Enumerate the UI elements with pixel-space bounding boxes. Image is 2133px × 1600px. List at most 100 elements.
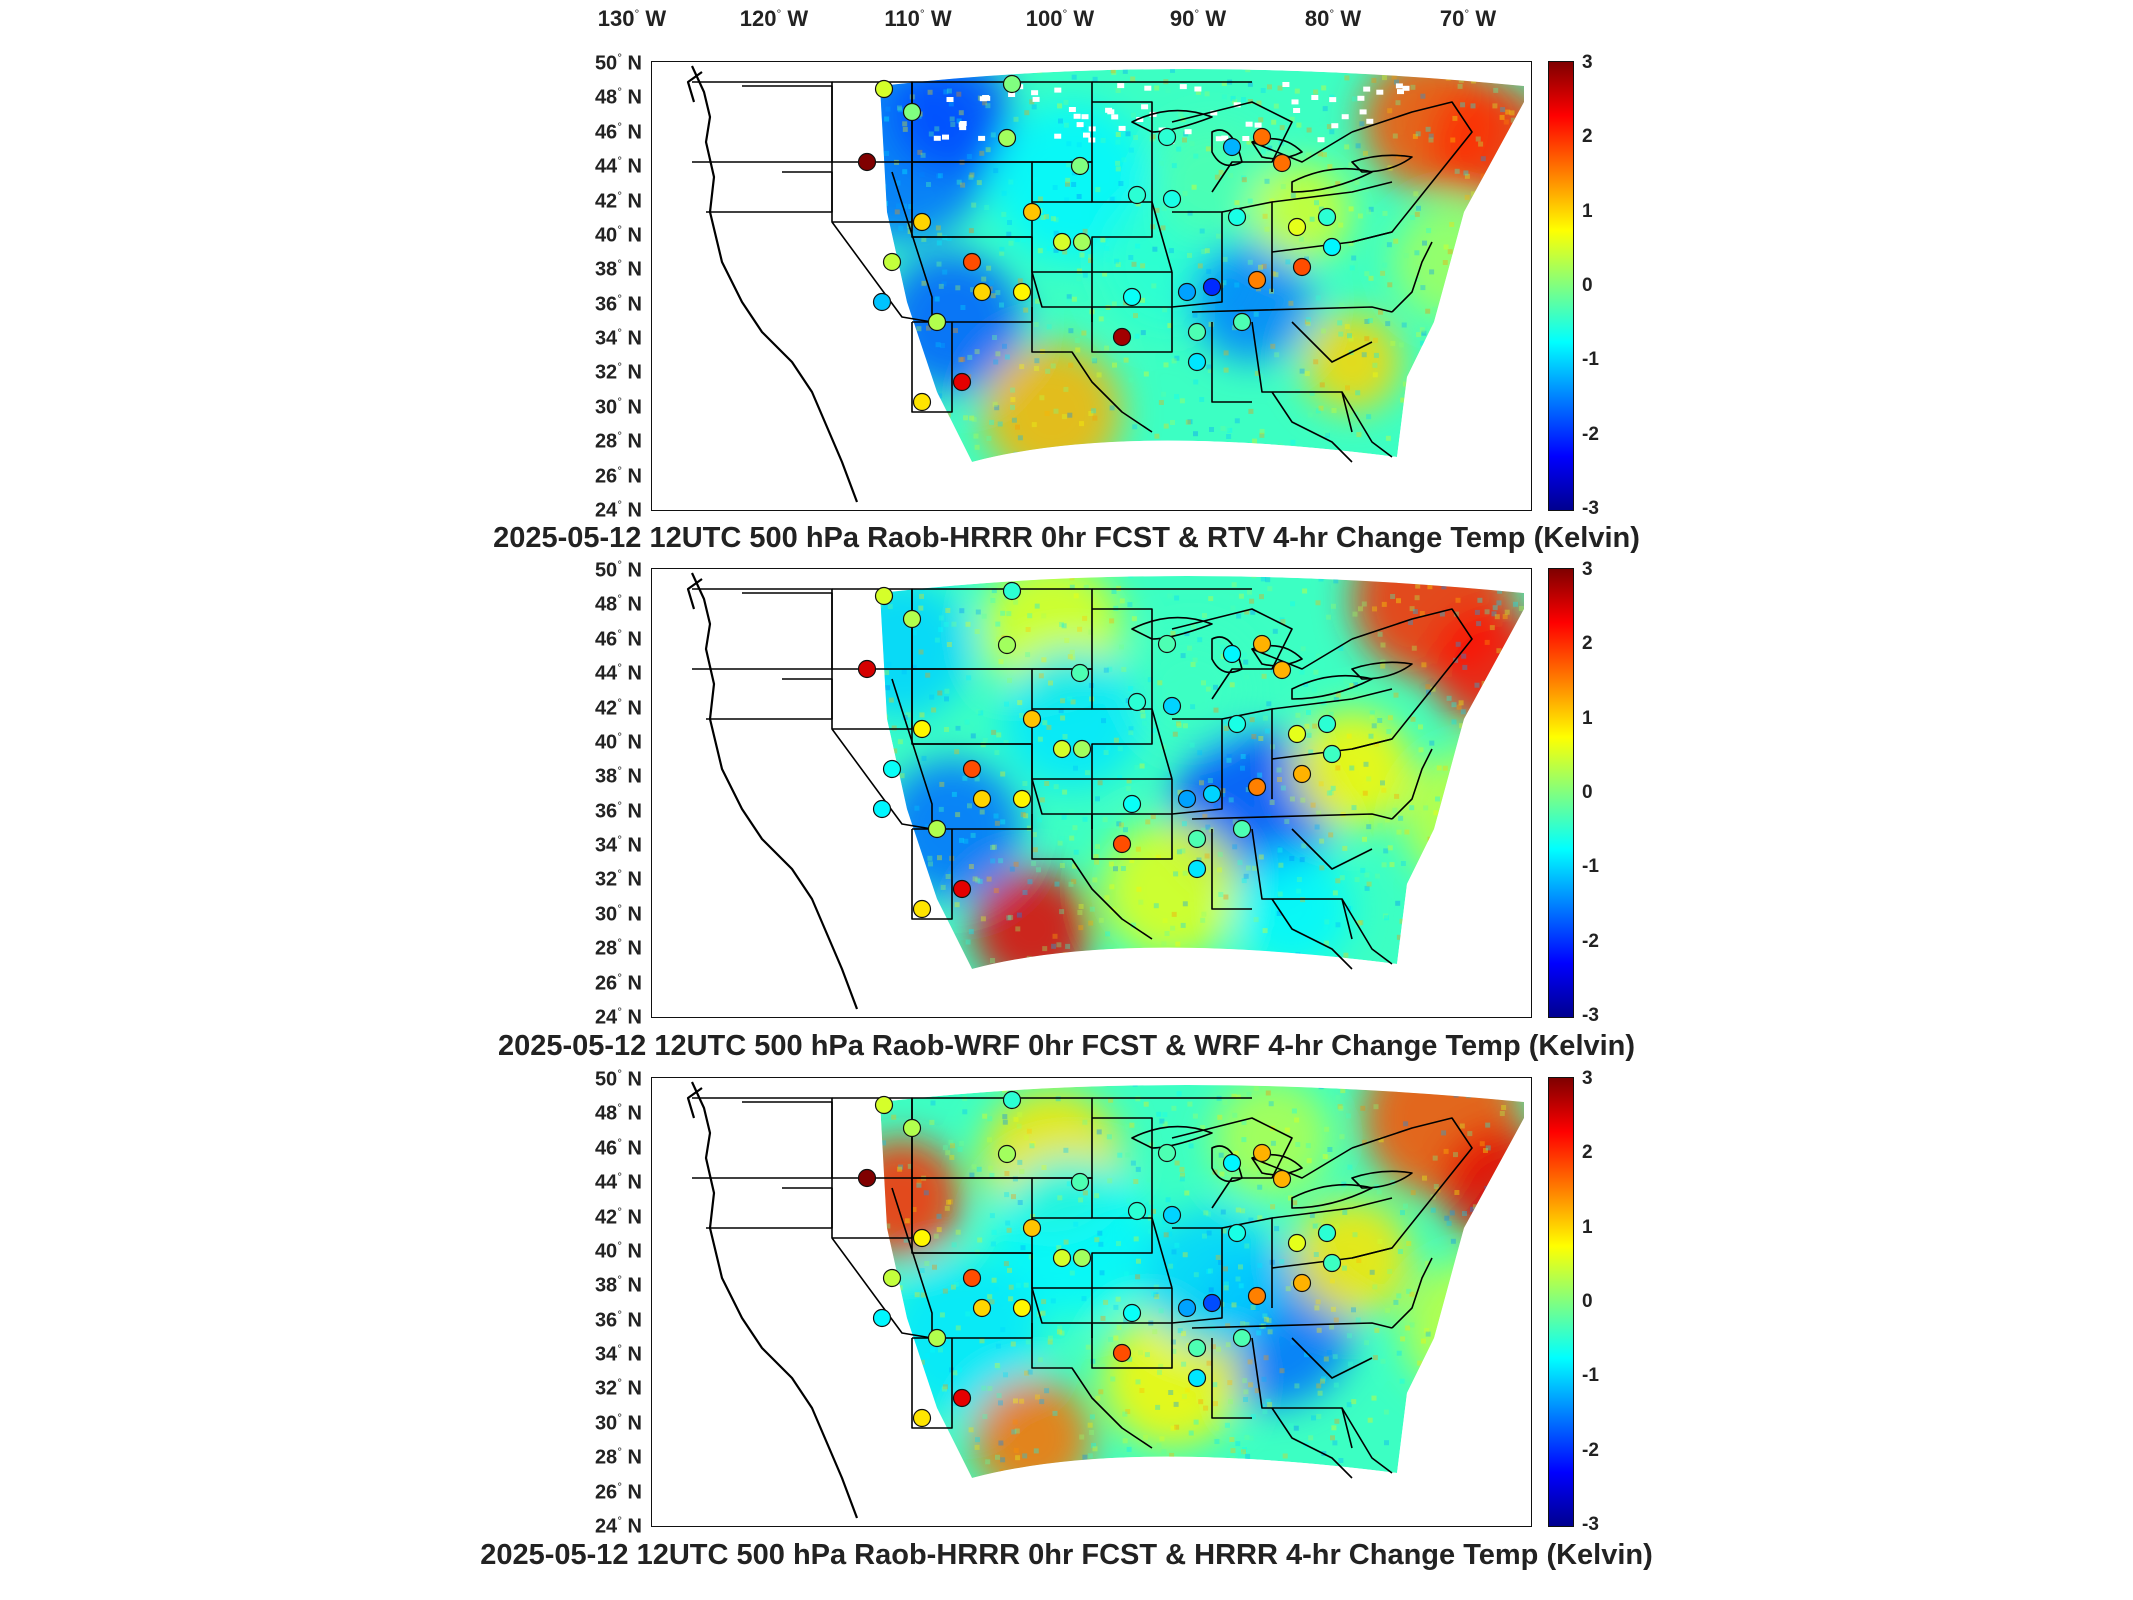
field-speckle: [1406, 1288, 1412, 1294]
state-boundary: [1031, 307, 1153, 433]
field-speckle: [919, 593, 924, 599]
field-speckle: [1503, 650, 1509, 656]
field-speckle: [1045, 368, 1051, 374]
field-speckle: [1105, 745, 1111, 751]
field-speckle: [1044, 214, 1049, 220]
field-speckle: [936, 1227, 942, 1233]
field-speckle: [1356, 920, 1362, 926]
field-speckle: [1108, 1097, 1114, 1103]
field-speckle: [1155, 1404, 1161, 1410]
field-speckle: [880, 395, 884, 401]
missing-data: [1136, 117, 1144, 122]
field-speckle: [1348, 1361, 1353, 1367]
field-speckle: [1449, 1210, 1455, 1216]
field-speckle: [1520, 1469, 1524, 1475]
field-speckle: [1143, 1101, 1149, 1107]
field-speckle: [1309, 216, 1315, 222]
field-speckle: [1161, 1449, 1167, 1455]
field-speckle: [1003, 740, 1009, 745]
field-speckle: [1218, 1152, 1224, 1158]
field-speckle: [1323, 925, 1329, 931]
field-speckle: [946, 235, 952, 241]
field-speckle: [1174, 1160, 1180, 1166]
field-speckle: [1161, 941, 1167, 947]
field-speckle: [1474, 812, 1480, 818]
field-speckle: [979, 809, 985, 815]
field-speckle: [1332, 890, 1338, 896]
field-speckle: [1165, 88, 1171, 94]
field-speckle: [995, 621, 1001, 627]
field-speckle: [1171, 163, 1177, 169]
missing-data: [982, 95, 990, 100]
field-speckle: [986, 1093, 992, 1099]
raob-station-marker: [1317, 207, 1337, 227]
field-speckle: [1095, 187, 1101, 193]
field-speckle: [1517, 1384, 1523, 1389]
field-speckle: [1003, 1372, 1008, 1378]
field-speckle: [954, 749, 960, 755]
field-speckle: [1309, 390, 1315, 396]
field-speckle: [1144, 1352, 1150, 1358]
field-speckle: [1180, 922, 1186, 928]
field-speckle: [1206, 364, 1212, 370]
field-speckle: [1140, 263, 1146, 269]
field-speckle: [919, 712, 925, 718]
field-speckle: [1159, 1118, 1165, 1124]
field-speckle: [1382, 75, 1387, 81]
field-speckle: [1393, 238, 1399, 244]
field-speckle: [1474, 682, 1480, 688]
field-speckle: [1000, 610, 1006, 616]
field-speckle: [1192, 1113, 1198, 1119]
field-speckle: [1001, 190, 1007, 196]
field-speckle: [1408, 619, 1413, 625]
field-speckle: [1158, 1308, 1164, 1314]
field-speckle: [944, 1205, 950, 1211]
field-speckle: [1092, 358, 1098, 364]
field-speckle: [1400, 1336, 1406, 1342]
field-speckle: [1522, 926, 1524, 932]
field-speckle: [1458, 1303, 1464, 1309]
field-speckle: [1098, 316, 1104, 322]
field-speckle: [1182, 723, 1188, 729]
missing-data: [1184, 129, 1192, 135]
field-speckle: [1321, 1376, 1326, 1382]
field-speckle: [882, 1331, 888, 1337]
field-speckle: [1029, 1143, 1035, 1149]
field-speckle: [1416, 1462, 1421, 1468]
field-speckle: [1273, 272, 1279, 278]
field-anomaly: [1142, 1208, 1282, 1348]
field-speckle: [1395, 100, 1401, 106]
field-speckle: [1366, 824, 1372, 830]
field-speckle: [912, 1465, 918, 1471]
field-speckle: [1180, 653, 1186, 659]
raob-station-marker: [997, 635, 1017, 655]
field-speckle: [955, 812, 961, 818]
field-speckle: [924, 1261, 930, 1266]
colorbar-tick-label: -1: [1582, 856, 1599, 878]
field-speckle: [1410, 1190, 1416, 1196]
field-speckle: [1306, 1158, 1312, 1164]
latitude-label: 40° N: [594, 1238, 642, 1263]
field-speckle: [1154, 433, 1160, 439]
field-speckle: [1119, 598, 1125, 604]
field-speckle: [1002, 343, 1007, 349]
field-speckle: [1414, 595, 1420, 601]
field-speckle: [1019, 1168, 1025, 1174]
field-speckle: [1456, 442, 1462, 448]
field-speckle: [897, 107, 903, 113]
field-speckle: [1322, 1154, 1328, 1159]
field-speckle: [1377, 718, 1383, 723]
field-speckle: [1089, 1430, 1094, 1435]
field-speckle: [1474, 389, 1480, 395]
field-speckle: [945, 412, 951, 418]
field-speckle: [1208, 321, 1214, 327]
field-speckle: [1228, 173, 1234, 179]
field-speckle: [1342, 1210, 1348, 1215]
field-speckle: [1071, 296, 1077, 302]
field-anomaly: [1102, 819, 1242, 959]
field-speckle: [1094, 859, 1100, 865]
field-speckle: [1205, 146, 1211, 152]
field-speckle: [1201, 249, 1207, 255]
field-speckle: [1249, 717, 1255, 723]
missing-data: [1359, 109, 1367, 115]
